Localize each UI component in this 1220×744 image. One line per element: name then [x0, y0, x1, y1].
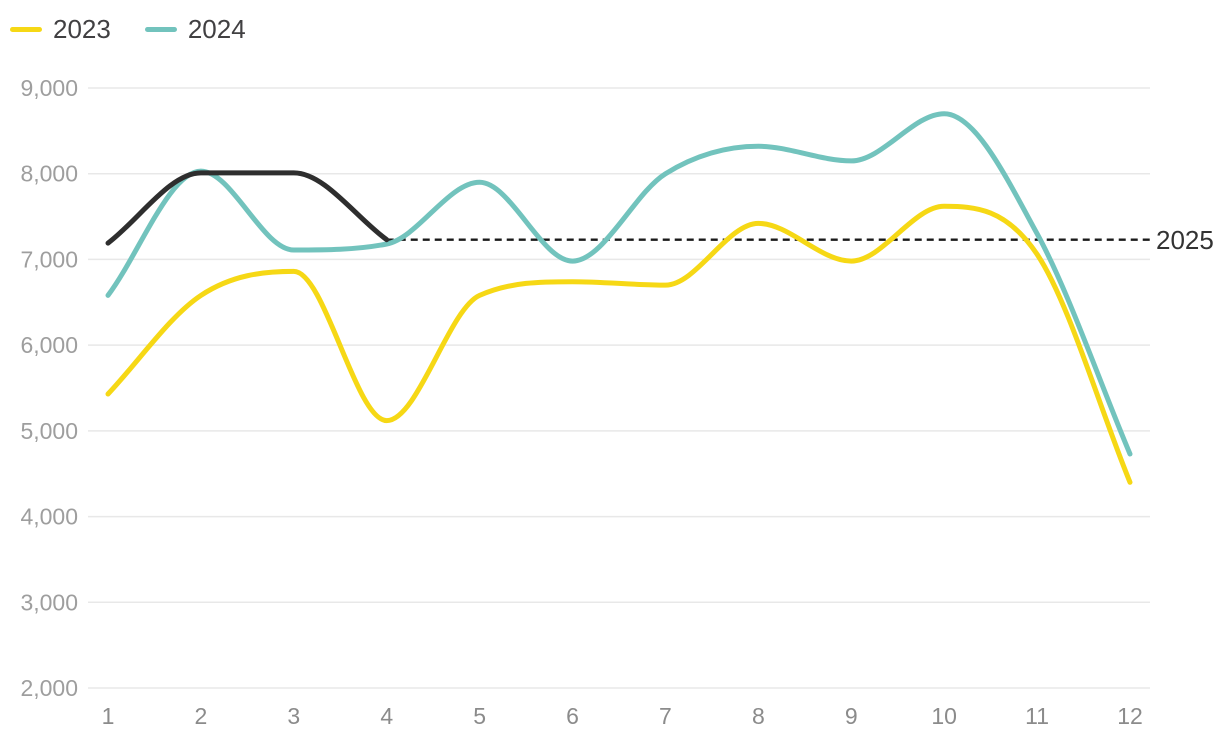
legend-item-2023: 2023 [10, 16, 111, 42]
x-tick-label-5: 5 [473, 703, 486, 729]
series-group [105, 111, 1133, 485]
chart-legend: 2023 2024 [10, 16, 246, 42]
series-line-2025 [105, 170, 390, 246]
x-tick-label-8: 8 [752, 703, 765, 729]
x-tick-label-1: 1 [102, 703, 115, 729]
legend-swatch-2024 [144, 26, 177, 32]
x-axis-labels-group: 1 2 3 4 5 6 7 8 9 10 11 12 [102, 703, 1143, 729]
reference-line-label: 2025 [1156, 224, 1214, 255]
x-tick-label-3: 3 [287, 703, 300, 729]
x-tick-label-12: 12 [1117, 703, 1143, 729]
y-tick-label-2,000: 2,000 [20, 675, 78, 701]
y-tick-label-9,000: 9,000 [20, 75, 78, 101]
y-tick-label-7,000: 7,000 [20, 246, 78, 272]
y-tick-label-5,000: 5,000 [20, 418, 78, 444]
x-tick-label-10: 10 [931, 703, 957, 729]
legend-label-2024: 2024 [187, 14, 246, 44]
y-tick-label-8,000: 8,000 [20, 161, 78, 187]
x-tick-label-2: 2 [195, 703, 208, 729]
y-tick-label-3,000: 3,000 [20, 589, 78, 615]
y-axis-labels-group: 2,000 3,000 4,000 5,000 6,000 7,000 8,000 9,000 [20, 75, 78, 701]
gridlines-group [88, 87, 1150, 689]
x-tick-label-7: 7 [659, 703, 672, 729]
series-line-2023 [105, 203, 1133, 485]
legend-item-2024: 2024 [144, 14, 246, 44]
x-tick-label-11: 11 [1025, 703, 1049, 729]
x-tick-label-9: 9 [845, 703, 858, 729]
y-tick-label-6,000: 6,000 [20, 332, 78, 358]
series-line-2024 [105, 111, 1133, 457]
legend-label-2023: 2023 [53, 14, 111, 44]
legend-swatch-2023 [10, 26, 42, 32]
y-tick-label-4,000: 4,000 [20, 504, 78, 530]
x-tick-label-6: 6 [566, 703, 579, 729]
x-tick-label-4: 4 [380, 703, 393, 729]
